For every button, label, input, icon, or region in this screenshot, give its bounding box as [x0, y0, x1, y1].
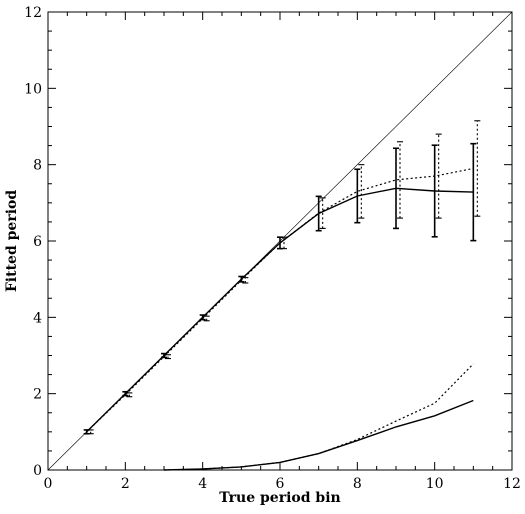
tick-labels: 0 2 4 6 8 10 12 0 2 4 6 8 10 12 [24, 5, 521, 492]
x-tick-label: 0 [44, 476, 53, 492]
series-line-3 [163, 399, 474, 471]
x-tick-label: 2 [121, 476, 130, 492]
x-tick-label: 8 [353, 476, 362, 492]
series-line-2 [86, 167, 474, 433]
y-tick-label: 4 [33, 310, 42, 326]
x-tick-label: 10 [426, 476, 444, 492]
y-tick-label: 8 [33, 158, 42, 174]
x-tick-label: 12 [503, 476, 521, 492]
plot-lines [47, 11, 513, 471]
x-tick-label: 6 [276, 476, 285, 492]
y-tick-label: 10 [24, 81, 42, 97]
series-line-1 [86, 187, 474, 433]
y-tick-label: 6 [33, 234, 42, 250]
y-tick-label: 0 [33, 463, 42, 479]
y-tick-label: 2 [33, 387, 42, 403]
y-tick-label: 12 [24, 5, 42, 21]
x-tick-label: 4 [198, 476, 207, 492]
y-axis-title: Fitted period [4, 190, 20, 292]
x-axis-title: True period bin [219, 490, 340, 506]
